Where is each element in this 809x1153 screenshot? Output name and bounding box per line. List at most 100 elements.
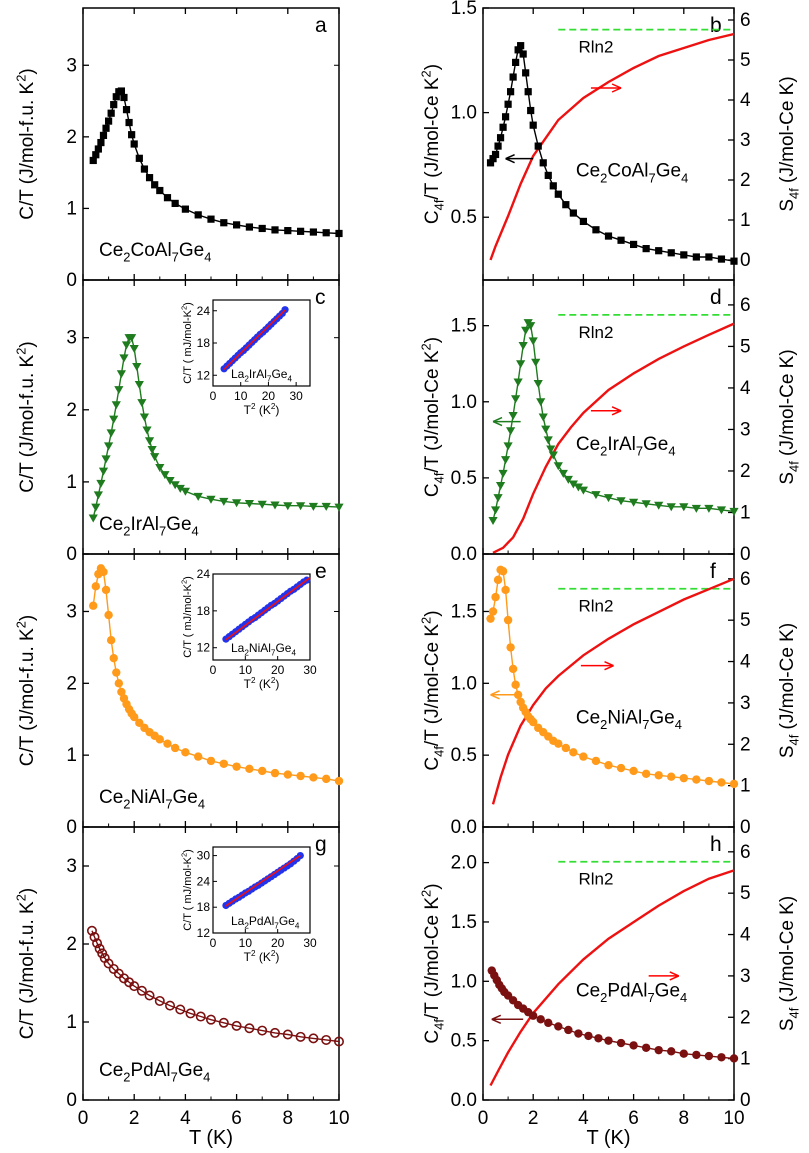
data-point — [258, 766, 267, 776]
text-part: S — [777, 745, 798, 758]
y2-tick-label: 4 — [740, 652, 751, 673]
x-tick-label: 8 — [283, 1108, 294, 1129]
y-axis-label: C/T (J/mol-f.u. K2) — [13, 68, 38, 219]
data-point — [130, 140, 138, 148]
text-part: /T (J/mol-Ce K — [422, 350, 443, 472]
data-point — [134, 381, 144, 390]
compound-label: Ce2CoAl7Ge4 — [576, 161, 688, 186]
inset-fit-line — [225, 854, 301, 907]
y-tick-label: 0.5 — [451, 468, 477, 489]
y2-tick-label: 5 — [740, 610, 751, 631]
text-part: 4 — [681, 170, 688, 185]
data-point — [667, 249, 675, 257]
data-point — [554, 1022, 563, 1031]
data-point — [92, 151, 100, 159]
data-point — [508, 411, 518, 420]
data-point — [654, 501, 664, 510]
data-point — [218, 1017, 229, 1028]
data-point — [512, 58, 520, 66]
inset-x-tick-label: 10 — [239, 936, 253, 950]
y2-tick-label: 6 — [740, 295, 751, 316]
inset-y-tick-label: 24 — [197, 567, 211, 581]
text-part: C/T (J/mol-f.u. K — [17, 81, 38, 219]
rln2-label: Rln2 — [578, 597, 613, 616]
y-tick-label: 0.0 — [451, 544, 477, 565]
data-point — [529, 717, 538, 727]
data-point — [692, 775, 701, 784]
text-part: 2 — [600, 170, 607, 185]
text-part: 2 — [13, 621, 28, 628]
y2-tick-label: 4 — [740, 378, 751, 399]
data-point — [257, 1025, 268, 1036]
data-point — [206, 756, 216, 766]
data-point — [506, 643, 515, 652]
data-point — [283, 502, 293, 511]
text-part: S — [777, 1018, 798, 1031]
data-point — [119, 354, 129, 363]
text-part: 2 — [180, 306, 189, 310]
data-point — [86, 925, 97, 936]
inset-y-tick-label: 18 — [197, 604, 211, 618]
data-point — [680, 251, 688, 259]
text-part: Ge — [279, 914, 295, 928]
data-point — [297, 227, 305, 235]
rln2-label: Rln2 — [578, 870, 613, 889]
y-tick-label: 1.0 — [451, 392, 477, 413]
text-part: 2 — [251, 402, 256, 411]
data-point — [140, 165, 149, 173]
inset-x-tick-label: 10 — [234, 389, 248, 403]
text-part: 2 — [123, 1070, 130, 1085]
text-part: /T (J/mol-Ce K — [422, 77, 443, 199]
data-point — [531, 358, 541, 367]
arrow-right — [590, 83, 622, 93]
y2-tick-label: 5 — [740, 883, 751, 904]
data-point — [704, 776, 714, 786]
text-part: 2 — [271, 676, 276, 685]
data-point — [181, 748, 190, 757]
data-point — [96, 479, 106, 488]
y2-tick-label: 0 — [740, 544, 751, 565]
text-part: Ce — [99, 787, 123, 808]
data-point — [170, 481, 180, 490]
data-point — [529, 121, 537, 129]
arrow-head — [669, 971, 680, 981]
data-point — [493, 494, 503, 503]
data-point — [335, 229, 343, 238]
panel-letter: e — [315, 560, 327, 583]
y-tick-label: 0 — [66, 544, 77, 565]
data-point — [591, 756, 601, 766]
data-point — [490, 506, 501, 515]
data-point — [503, 442, 513, 451]
data-point — [127, 334, 137, 343]
data-point — [271, 226, 279, 234]
data-point — [270, 501, 280, 510]
data-point — [244, 500, 254, 509]
y-axis-label: C4f/T (J/mol-Ce K2) — [418, 337, 446, 497]
text-part: T — [244, 677, 252, 691]
text-part: Ce — [576, 980, 600, 1001]
text-part: 2 — [13, 894, 28, 901]
text-part: T — [244, 403, 252, 417]
text-part: 2 — [13, 348, 28, 355]
text-part: Ge — [271, 367, 287, 381]
data-point — [129, 981, 140, 992]
data-point — [171, 199, 179, 208]
data-point — [616, 763, 626, 773]
text-part: 7 — [647, 990, 654, 1005]
text-part: S — [777, 199, 798, 212]
data-point — [99, 131, 108, 140]
data-point — [129, 345, 139, 353]
data-point — [145, 174, 154, 182]
text-part: La — [231, 914, 245, 928]
inset-y-tick-label: 24 — [197, 304, 211, 318]
data-point — [132, 363, 142, 372]
data-point — [136, 985, 147, 996]
data-point — [529, 1011, 538, 1020]
text-part: 4f — [432, 472, 447, 483]
data-point — [258, 224, 266, 233]
data-point — [110, 101, 118, 109]
data-point — [729, 1054, 739, 1063]
data-point — [536, 398, 546, 407]
data-point — [528, 337, 538, 346]
inset-x-label: T2 (K2) — [244, 676, 280, 691]
